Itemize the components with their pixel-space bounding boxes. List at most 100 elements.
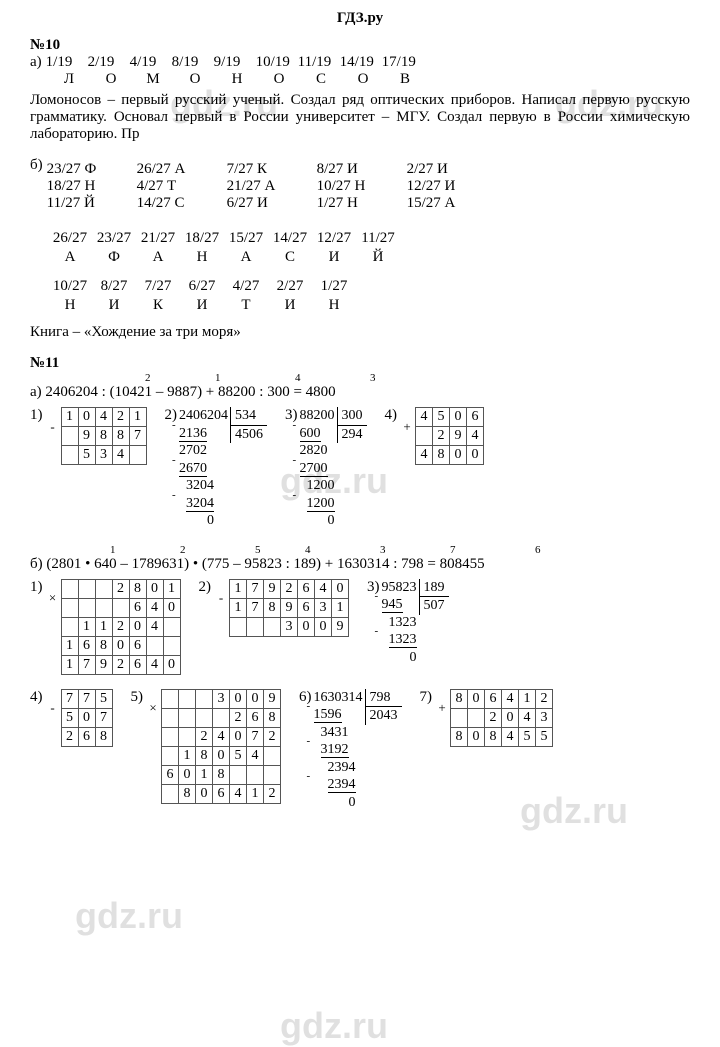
- ex11a-step4: +45062944800: [399, 407, 484, 465]
- bgrid-cell: 8/27 И: [317, 161, 407, 178]
- name-cell: 1/27: [312, 278, 356, 295]
- ex11a-steps: 1) -104219887534 2) 2406204-21362702-267…: [30, 407, 690, 530]
- order-num: 4: [295, 372, 301, 384]
- name-cell: С: [268, 249, 312, 266]
- name-cell: А: [224, 249, 268, 266]
- order-num: 7: [450, 544, 456, 556]
- order-num: 2: [180, 544, 186, 556]
- order-num: 5: [255, 544, 261, 556]
- frac-cell: 11/19: [298, 54, 340, 71]
- order-num: 4: [305, 544, 311, 556]
- step-b2-label: 2): [199, 579, 212, 596]
- step-b1-label: 1): [30, 579, 43, 596]
- name-cell: 14/27: [268, 230, 312, 247]
- ex10a-letters: ЛОМОНОСОВ: [48, 71, 690, 88]
- ex11b-step7: +8064122043808455: [434, 689, 553, 747]
- ex11b-step5: ×300926824072180546018806412: [145, 689, 281, 804]
- exercise-10-num: №10: [30, 37, 690, 54]
- ex11b-step6: 1630314-1596 3431- 3192 2394- 2394 07982…: [314, 689, 402, 812]
- name-cell: И: [312, 249, 356, 266]
- bgrid-cell: 18/27 Н: [47, 178, 137, 195]
- letter-cell: О: [342, 71, 384, 88]
- name-cell: И: [92, 297, 136, 314]
- ex10-paragraph: Ломоносов – первый русский ученый. Созда…: [30, 92, 690, 143]
- ex11a-orders: 2143: [30, 372, 690, 384]
- order-num: 6: [535, 544, 541, 556]
- ex10a-label: а): [30, 54, 42, 71]
- name-cell: 15/27: [224, 230, 268, 247]
- name-cell: И: [268, 297, 312, 314]
- frac-cell: 4/19: [130, 54, 172, 71]
- name-cell: Н: [180, 249, 224, 266]
- ex11b-step3: 95823-945 1323- 1323 0189507: [382, 579, 449, 667]
- order-num: 3: [370, 372, 376, 384]
- letter-cell: С: [300, 71, 342, 88]
- book-line: Книга – «Хождение за три моря»: [30, 324, 690, 341]
- bgrid-cell: 21/27 А: [227, 178, 317, 195]
- exercise-11-num: №11: [30, 355, 690, 372]
- frac-cell: 9/19: [214, 54, 256, 71]
- ex10b-label: б): [30, 157, 43, 216]
- frac-cell: 10/19: [256, 54, 298, 71]
- bgrid-cell: 23/27 Ф: [47, 161, 137, 178]
- letter-cell: Н: [216, 71, 258, 88]
- step-b7-label: 7): [420, 689, 433, 706]
- bgrid-cell: 26/27 А: [137, 161, 227, 178]
- frac-cell: 17/19: [382, 54, 424, 71]
- name-cell: 11/27: [356, 230, 400, 247]
- name-cell: И: [180, 297, 224, 314]
- name-cell: 21/27: [136, 230, 180, 247]
- name-cell: 2/27: [268, 278, 312, 295]
- name-cell: 10/27: [48, 278, 92, 295]
- name1-fracs: 26/2723/2721/2718/2715/2714/2712/2711/27: [48, 230, 690, 247]
- name-cell: А: [136, 249, 180, 266]
- ex10a-fracs: 1/192/194/198/199/1910/1911/1914/1917/19: [46, 54, 424, 71]
- letter-cell: О: [90, 71, 132, 88]
- letter-cell: О: [174, 71, 216, 88]
- name2-fracs: 10/278/277/276/274/272/271/27: [48, 278, 690, 295]
- letter-cell: Л: [48, 71, 90, 88]
- frac-cell: 2/19: [88, 54, 130, 71]
- name-cell: 7/27: [136, 278, 180, 295]
- ex11a-step3: 88200-6002820-2700 1200- 1200 0300294: [300, 407, 367, 530]
- bgrid-cell: 11/27 Й: [47, 195, 137, 212]
- bgrid-cell: 1/27 Н: [317, 195, 407, 212]
- frac-cell: 1/19: [46, 54, 88, 71]
- ex10b-grid: 23/27 Ф26/27 А7/27 К8/27 И2/27 И 18/27 Н4…: [47, 161, 497, 212]
- frac-cell: 8/19: [172, 54, 214, 71]
- bgrid-cell: 2/27 И: [407, 161, 497, 178]
- name-cell: К: [136, 297, 180, 314]
- bgrid-cell: 4/27 Т: [137, 178, 227, 195]
- name1-letters: АФАНАСИЙ: [48, 249, 690, 266]
- ex11b-step4: -775507268: [45, 689, 113, 747]
- letter-cell: М: [132, 71, 174, 88]
- ex11b-steps-row2: 4) -775507268 5) ×3009268240721805460188…: [30, 689, 690, 812]
- name-cell: Й: [356, 249, 400, 266]
- name-cell: 26/27: [48, 230, 92, 247]
- order-num: 2: [145, 372, 151, 384]
- ex11b-step2: -179264017896313009: [213, 579, 349, 637]
- name-cell: 23/27: [92, 230, 136, 247]
- bgrid-cell: 15/27 А: [407, 195, 497, 212]
- name-cell: Ф: [92, 249, 136, 266]
- ex11a-step2: 2406204-21362702-2670 3204- 3204 0534450…: [179, 407, 267, 530]
- ex11a-expr: а) 2406204 : (10421 – 9887) + 88200 : 30…: [30, 384, 690, 401]
- frac-cell: 14/19: [340, 54, 382, 71]
- step-4-label: 4): [385, 407, 398, 424]
- step-1-label: 1): [30, 407, 43, 424]
- letter-cell: О: [258, 71, 300, 88]
- ex11b-step1: ×280164011204168061792640: [45, 579, 181, 675]
- name-cell: Н: [312, 297, 356, 314]
- bgrid-cell: 7/27 К: [227, 161, 317, 178]
- site-header: ГДЗ.ру: [30, 10, 690, 27]
- order-num: 3: [380, 544, 386, 556]
- name-cell: 4/27: [224, 278, 268, 295]
- bgrid-cell: 6/27 И: [227, 195, 317, 212]
- name2-letters: НИКИТИН: [48, 297, 690, 314]
- bgrid-cell: 14/27 С: [137, 195, 227, 212]
- ex11b-expr: б) (2801 • 640 – 1789631) • (775 – 95823…: [30, 556, 690, 573]
- name-cell: 6/27: [180, 278, 224, 295]
- name-cell: 12/27: [312, 230, 356, 247]
- name-cell: Н: [48, 297, 92, 314]
- ex11b-orders: 1254376: [30, 544, 690, 556]
